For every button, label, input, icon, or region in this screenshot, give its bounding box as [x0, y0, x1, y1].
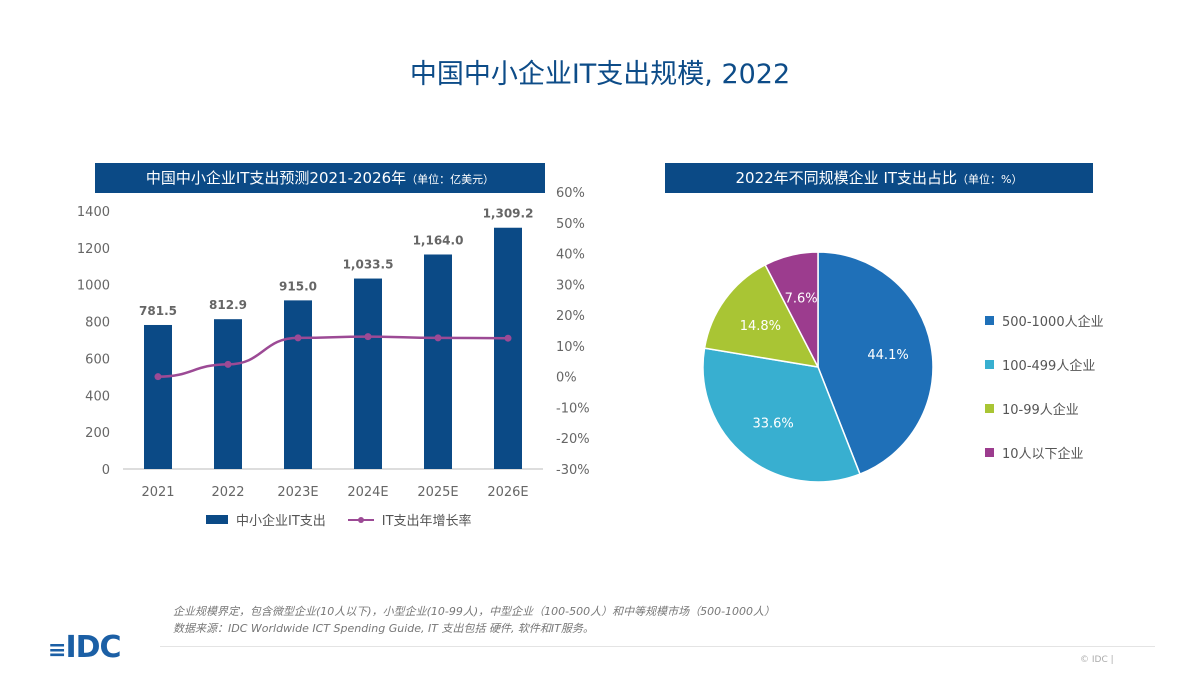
y-tick-label: 200	[85, 426, 110, 441]
bar	[214, 319, 242, 469]
bar-data-label: 1,033.5	[343, 258, 394, 272]
x-tick-label: 2022	[211, 485, 244, 500]
bar	[424, 254, 452, 469]
growth-point	[224, 360, 232, 368]
pie-chart-title: 2022年不同规模企业 IT支出占比（单位：%）	[665, 163, 1093, 193]
y-tick-label: 1200	[77, 242, 110, 257]
pie-legend-item: 10-99人企业	[985, 386, 1104, 430]
y2-tick-label: 20%	[556, 309, 585, 324]
y2-tick-label: 30%	[556, 278, 585, 293]
bar	[494, 227, 522, 469]
bar-data-label: 781.5	[139, 304, 177, 318]
y2-tick-label: -30%	[556, 463, 590, 478]
growth-point	[294, 334, 302, 342]
legend-bar-label: 中小企业IT支出	[236, 514, 326, 529]
pie-legend-item: 500-1000人企业	[985, 298, 1104, 342]
bar-data-label: 1,164.0	[413, 233, 464, 247]
idc-logo: ≡IDC	[48, 630, 122, 665]
copyright: © IDC |	[1080, 655, 1114, 665]
x-tick-label: 2023E	[277, 485, 318, 500]
legend-label: 10-99人企业	[1002, 402, 1079, 418]
bar	[354, 278, 382, 469]
bar-chart-title-text: 中国中小企业IT支出预测2021-2026年	[145, 169, 407, 187]
growth-line	[157, 335, 509, 378]
y-tick-label: 600	[85, 352, 110, 367]
legend-swatch	[985, 315, 994, 325]
pie-slice	[817, 251, 934, 476]
y-tick-label: 800	[85, 316, 110, 331]
bar-chart-title: 中国中小企业IT支出预测2021-2026年（单位：亿美元）	[95, 163, 545, 193]
growth-point	[154, 373, 162, 381]
footnote-definition: 企业规模界定，包含微型企业(10人以下)，小型企业(10-99人)，中型企业（1…	[173, 605, 776, 618]
x-tick-label: 2021	[141, 485, 174, 500]
y2-tick-label: 10%	[556, 340, 585, 355]
pie-data-label: 7.6%	[785, 292, 818, 307]
footer-divider	[160, 646, 1155, 647]
pie-data-label: 33.6%	[752, 416, 793, 431]
legend-swatch	[985, 447, 994, 457]
pie-chart-title-text: 2022年不同规模企业 IT支出占比	[735, 169, 958, 187]
bar	[144, 324, 172, 469]
y2-tick-label: 50%	[556, 217, 585, 232]
pie-chart-unit: （单位：%）	[957, 173, 1023, 186]
y-tick-label: 1000	[77, 279, 110, 294]
pie-legend-item: 100-499人企业	[985, 342, 1104, 386]
pie-slice	[764, 251, 819, 368]
bar-data-label: 812.9	[209, 298, 247, 312]
bar-data-label: 1,309.2	[483, 207, 534, 221]
bar-line-chart: 0 200 400 600 800 1000 1200 1400 -30% -20% -10% 0% 1…	[77, 186, 934, 500]
legend-swatch	[985, 359, 994, 369]
y2-tick-label: -20%	[556, 432, 590, 447]
legend-bar-swatch	[206, 515, 228, 524]
y2-tick-label: -10%	[556, 401, 590, 416]
pie-slice	[702, 347, 861, 483]
x-tick-label: 2026E	[487, 485, 528, 500]
y2-tick-label: 60%	[556, 186, 585, 201]
legend-label: 100-499人企业	[1002, 358, 1096, 374]
pie-data-label: 44.1%	[867, 348, 908, 363]
bar-legend: 中小企业IT支出 IT支出年增长率	[206, 510, 472, 529]
y2-tick-label: 0%	[556, 371, 577, 386]
legend-line-label: IT支出年增长率	[381, 514, 472, 529]
legend-swatch	[985, 403, 994, 413]
bar-data-label: 915.0	[279, 279, 317, 293]
y-tick-label: 400	[85, 389, 110, 404]
pie-slice	[703, 263, 820, 368]
growth-point	[434, 334, 442, 342]
legend-line-swatch	[347, 516, 374, 523]
x-tick-label: 2024E	[347, 485, 388, 500]
pie-data-label: 14.8%	[740, 319, 781, 334]
y2-tick-label: 40%	[556, 248, 585, 263]
pie-legend-item: 10人以下企业	[985, 430, 1104, 474]
growth-point	[364, 333, 372, 341]
growth-point	[504, 334, 512, 342]
y-tick-label: 1400	[77, 205, 110, 220]
legend-label: 500-1000人企业	[1002, 314, 1104, 330]
y-tick-label: 0	[102, 463, 110, 478]
x-tick-label: 2025E	[417, 485, 458, 500]
bar-chart-unit: （单位：亿美元）	[406, 173, 495, 186]
footnote-source: 数据来源：IDC Worldwide ICT Spending Guide, I…	[173, 622, 594, 635]
legend-label: 10人以下企业	[1002, 446, 1084, 462]
page-title: 中国中小企业IT支出规模, 2022	[409, 59, 791, 90]
bar	[284, 300, 312, 469]
pie-legend: 500-1000人企业 100-499人企业 10-99人企业 10人以下企业	[985, 298, 1104, 474]
